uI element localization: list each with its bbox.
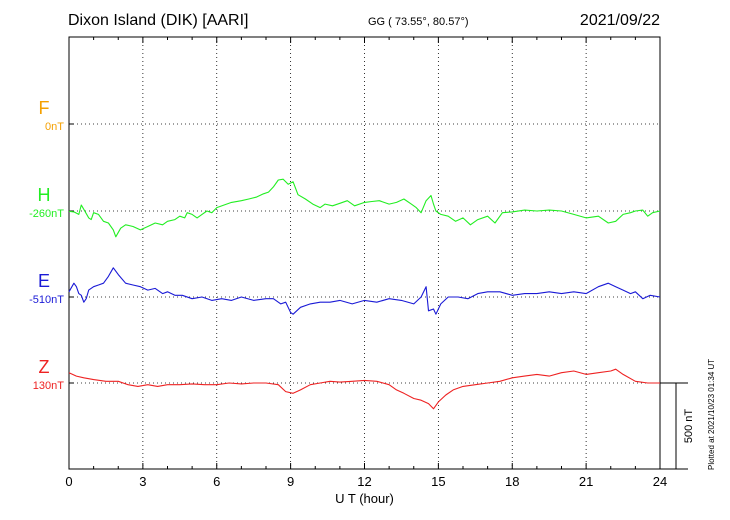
series-line-E: [68, 267, 661, 315]
series-line-Z: [68, 368, 660, 410]
series-baseline-label-E: -510nT: [29, 294, 64, 306]
series-name-H: H: [38, 185, 51, 205]
series-name-F: F: [39, 98, 50, 118]
x-tick-label-24: 24: [653, 474, 667, 489]
series-name-Z: Z: [39, 357, 50, 377]
x-tick-label-0: 0: [65, 474, 72, 489]
chart-title-coords: GG ( 73.55°, 80.57°): [368, 16, 469, 28]
series-baseline-label-Z: 130nT: [33, 380, 64, 392]
chart-title-date: 2021/09/22: [579, 12, 660, 29]
x-tick-label-6: 6: [213, 474, 220, 489]
x-tick-label-3: 3: [139, 474, 146, 489]
series-name-E: E: [38, 271, 50, 291]
x-tick-label-18: 18: [505, 474, 519, 489]
scale-bar-label: 500 nT: [683, 409, 695, 444]
chart-title-station: Dixon Island (DIK) [AARI]: [68, 12, 249, 29]
series-line-H: [68, 178, 661, 238]
x-tick-label-21: 21: [579, 474, 593, 489]
series-baseline-label-F: 0nT: [45, 121, 64, 133]
x-axis-label: U T (hour): [335, 491, 394, 506]
x-tick-label-9: 9: [287, 474, 294, 489]
x-tick-label-15: 15: [431, 474, 445, 489]
series-baseline-label-H: -260nT: [29, 208, 64, 220]
x-tick-label-12: 12: [357, 474, 371, 489]
